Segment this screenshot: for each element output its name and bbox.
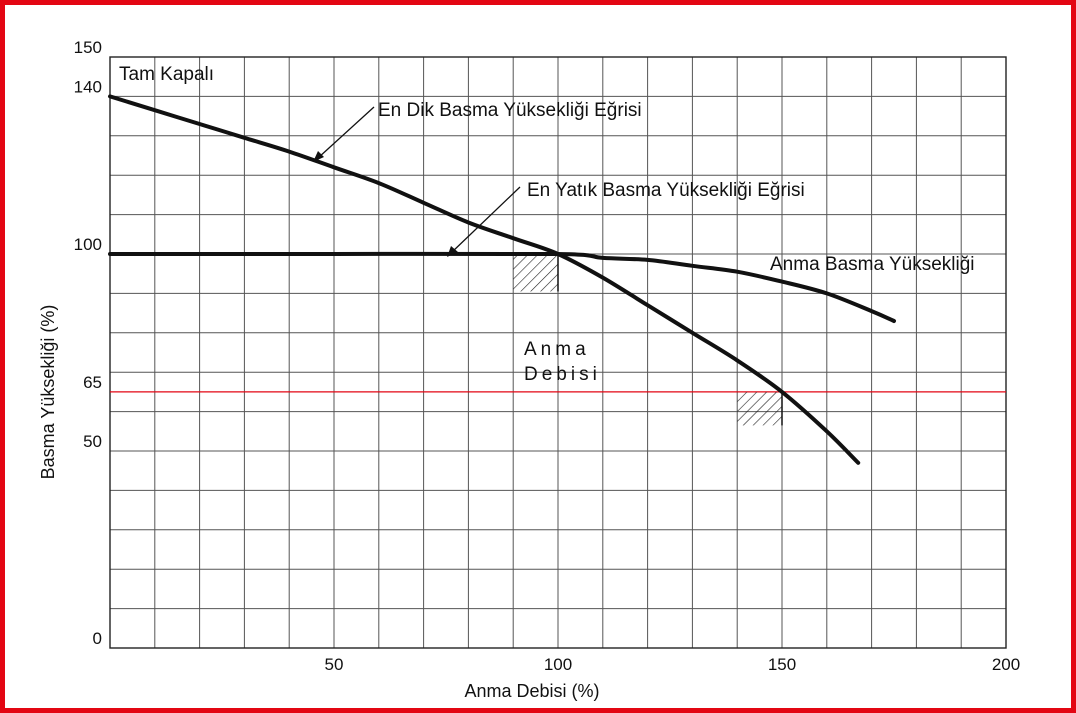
leader-steep-curve — [317, 106, 375, 159]
y-tick-label: 150 — [74, 38, 102, 57]
y-tick-label: 65 — [83, 373, 102, 392]
hatch-65-point — [737, 391, 782, 426]
series-rated-head-curve — [108, 251, 896, 323]
annotation-steep-curve: En Dik Basma Yüksekliği Eğrisi — [378, 100, 642, 121]
x-tick-label: 100 — [544, 655, 572, 674]
hatch-rated-point — [513, 254, 558, 292]
y-tick-label: 100 — [74, 235, 102, 254]
x-tick-label: 200 — [992, 655, 1020, 674]
annotation-rated-head: Anma Basma Yüksekliği — [770, 254, 975, 275]
x-tick-label: 50 — [325, 655, 344, 674]
leader-flat-arrowhead — [447, 246, 458, 257]
annotation-tam-kapali: Tam Kapalı — [119, 64, 214, 85]
y-tick-label: 50 — [83, 432, 102, 451]
y-tick-label: 140 — [74, 77, 102, 96]
leader-flat-curve — [450, 186, 521, 254]
leader-steep-arrowhead — [313, 151, 324, 162]
series-steep-curve — [108, 94, 861, 465]
x-tick-label: 150 — [768, 655, 796, 674]
annotation-flat-curve: En Yatık Basma Yüksekliği Eğrisi — [527, 180, 805, 201]
plot-border — [109, 56, 1007, 649]
grid — [109, 56, 1007, 649]
annotation-rated-flow-line2: Debisi — [524, 364, 601, 385]
hatch-regions — [513, 254, 783, 426]
y-tick-label: 0 — [93, 629, 102, 648]
x-axis-title: Anma Debisi (%) — [464, 681, 599, 701]
tick-labels: 50 100 150 200 0 50 65 100 140 150 — [74, 38, 1021, 674]
y-axis-title: Basma Yüksekliği (%) — [38, 305, 58, 480]
series-group — [108, 94, 896, 465]
annotation-rated-flow-line1: Anma — [524, 339, 590, 360]
